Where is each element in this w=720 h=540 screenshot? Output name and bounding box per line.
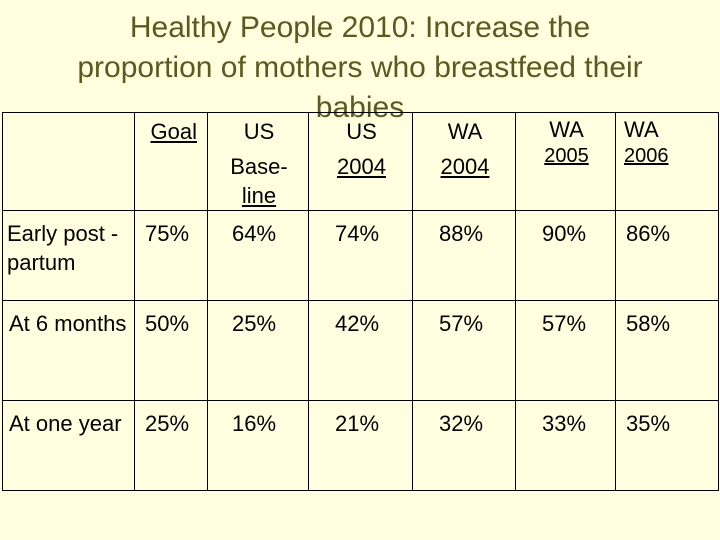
table-cell: 57% bbox=[515, 300, 616, 401]
header-cell-us-baseline: US Base- line bbox=[207, 112, 309, 211]
header-cell-goal: Goal bbox=[134, 112, 208, 211]
header-cell-us-2004: US 2004 bbox=[308, 112, 413, 211]
table-cell: 42% bbox=[308, 300, 413, 401]
row-label: Early post -partum bbox=[2, 210, 135, 301]
header-cell-wa-2005: WA 2005 bbox=[515, 112, 616, 211]
header-wa-2006-year: 2006 bbox=[624, 145, 669, 167]
header-wa-2004-label: WA bbox=[447, 119, 483, 144]
table-cell: 50% bbox=[134, 300, 208, 401]
slide-title: Healthy People 2010: Increase the propor… bbox=[0, 8, 720, 128]
header-cell-empty bbox=[2, 112, 135, 211]
table-cell: 74% bbox=[308, 210, 413, 301]
table-cell: 88% bbox=[412, 210, 516, 301]
table-cell: 25% bbox=[134, 400, 208, 491]
header-wa-2005-year: 2005 bbox=[544, 145, 589, 167]
table-row: At one year 25% 16% 21% 32% 33% 35% bbox=[2, 400, 719, 491]
header-us-label: US bbox=[243, 119, 275, 144]
table-cell: 21% bbox=[308, 400, 413, 491]
table-cell: 16% bbox=[207, 400, 309, 491]
table-cell: 64% bbox=[207, 210, 309, 301]
header-baseline-label-1: Base- bbox=[230, 154, 288, 179]
breastfeeding-table: Goal US Base- line US 2004 WA 2004 WA 20… bbox=[2, 112, 719, 491]
table-cell: 90% bbox=[515, 210, 616, 301]
header-wa-2005-label: WA bbox=[549, 117, 584, 142]
row-label: At one year bbox=[2, 400, 135, 491]
table-cell: 33% bbox=[515, 400, 616, 491]
title-line-2: proportion of mothers who breastfeed the… bbox=[77, 51, 643, 84]
header-goal-label: Goal bbox=[150, 119, 197, 144]
table-cell: 32% bbox=[412, 400, 516, 491]
table-cell: 35% bbox=[615, 400, 719, 491]
table-cell: 86% bbox=[615, 210, 719, 301]
table-header-row: Goal US Base- line US 2004 WA 2004 WA 20… bbox=[2, 112, 719, 211]
table-cell: 57% bbox=[412, 300, 516, 401]
table-cell: 75% bbox=[134, 210, 208, 301]
table-row: At 6 months 50% 25% 42% 57% 57% 58% bbox=[2, 300, 719, 401]
title-line-1: Healthy People 2010: Increase the bbox=[129, 11, 591, 44]
table-cell: 25% bbox=[207, 300, 309, 401]
header-wa-2006-label: WA bbox=[624, 117, 659, 142]
table-row: Early post -partum 75% 64% 74% 88% 90% 8… bbox=[2, 210, 719, 301]
header-us-2004-year: 2004 bbox=[337, 154, 386, 179]
header-wa-2004-year: 2004 bbox=[440, 154, 490, 179]
header-us-2004-label: US bbox=[346, 119, 377, 144]
header-cell-wa-2006: WA 2006 bbox=[615, 112, 719, 211]
header-baseline-label-2: line bbox=[241, 183, 277, 208]
header-cell-wa-2004: WA 2004 bbox=[412, 112, 516, 211]
table-cell: 58% bbox=[615, 300, 719, 401]
row-label: At 6 months bbox=[2, 300, 135, 401]
